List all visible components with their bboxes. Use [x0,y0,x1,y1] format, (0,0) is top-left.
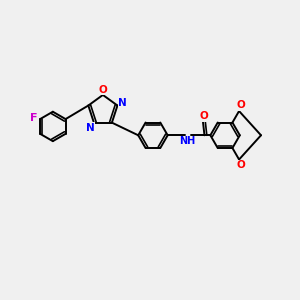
Text: N: N [118,98,127,108]
Text: NH: NH [179,136,196,146]
Text: O: O [236,160,245,170]
Text: N: N [86,123,95,133]
Text: O: O [236,100,245,110]
Text: O: O [98,85,107,94]
Text: F: F [30,112,38,123]
Text: O: O [200,111,208,121]
